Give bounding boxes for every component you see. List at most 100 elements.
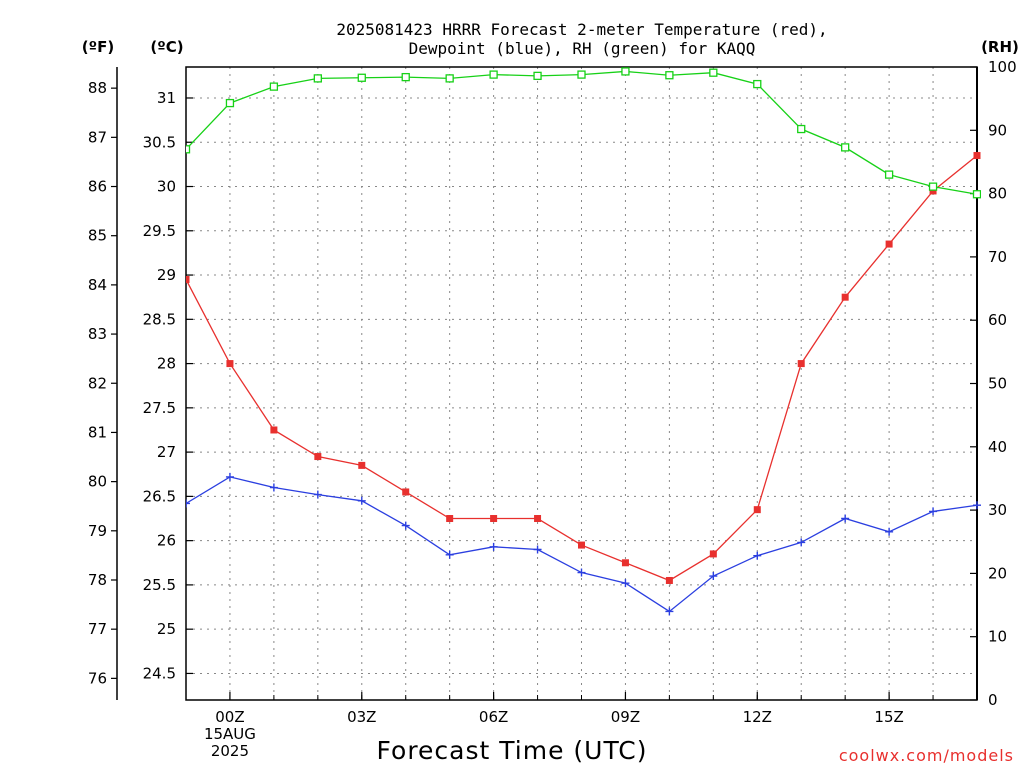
fahrenheit-tick-label: 84 <box>88 276 107 294</box>
dewpoint-point <box>225 472 234 481</box>
dewpoint-point <box>445 550 454 559</box>
celsius-tick-label: 26.5 <box>143 487 176 505</box>
fahrenheit-tick-label: 76 <box>88 669 107 687</box>
x-tick-label: 2025 <box>211 742 249 760</box>
dewpoint-point <box>533 545 542 554</box>
celsius-tick-label: 27 <box>157 443 176 461</box>
rh-point <box>665 71 674 80</box>
fahrenheit-tick-label: 83 <box>88 325 107 343</box>
rh-tick-label: 60 <box>988 311 1007 329</box>
rh-point <box>269 82 279 91</box>
temperature-point <box>885 240 893 248</box>
dewpoint-point <box>841 514 850 523</box>
temperature-point <box>446 515 454 523</box>
temperature-point <box>753 506 761 514</box>
dewpoint-point <box>577 568 586 577</box>
celsius-tick-label: 24.5 <box>143 664 176 682</box>
temperature-point <box>402 488 410 496</box>
dewpoint-point <box>709 572 718 581</box>
rh-tick-label: 80 <box>988 185 1007 203</box>
fahrenheit-unit-label: (ºF) <box>82 38 114 56</box>
dewpoint-point <box>269 483 278 492</box>
x-tick-label: 06Z <box>479 708 508 726</box>
rh-point <box>186 145 191 154</box>
rh-point <box>313 74 322 83</box>
celsius-tick-label: 29.5 <box>143 222 176 240</box>
x-axis-label: Forecast Time (UTC) <box>377 736 648 765</box>
fahrenheit-tick-label: 80 <box>88 473 107 491</box>
dewpoint-point <box>313 490 322 499</box>
rh-point <box>841 143 850 152</box>
celsius-tick-label: 31 <box>157 89 176 107</box>
temperature-point <box>226 360 234 368</box>
dewpoint-point <box>401 521 410 530</box>
rh-point <box>928 182 938 191</box>
rh-tick-label: 70 <box>988 248 1007 266</box>
dewpoint-point <box>489 542 498 551</box>
dewpoint-point <box>797 538 806 547</box>
temperature-point <box>973 152 981 160</box>
fahrenheit-tick-label: 88 <box>88 79 107 97</box>
celsius-tick-label: 28.5 <box>143 310 176 328</box>
rh-point <box>884 170 894 179</box>
rh-point <box>972 190 981 199</box>
axes: 24.5 25 25.5 26 26.5 27 27.5 28 28.5 29 29.5 30 30.5… <box>88 58 1017 709</box>
dewpoint-point <box>973 501 981 510</box>
grid-lines <box>185 67 978 700</box>
credit-text: coolwx.com/models <box>839 746 1014 765</box>
rh-point <box>621 67 630 76</box>
temperature-point <box>578 541 585 549</box>
temperature-point <box>621 559 629 567</box>
fahrenheit-tick-label: 78 <box>88 571 107 589</box>
fahrenheit-tick-label: 87 <box>88 128 107 146</box>
rh-point <box>225 98 235 108</box>
fahrenheit-tick-label: 79 <box>88 522 107 540</box>
rh-tick-label: 20 <box>988 564 1007 582</box>
celsius-tick-label: 25 <box>157 620 176 638</box>
rh-tick-label: 100 <box>988 58 1017 76</box>
fahrenheit-tick-label: 77 <box>88 620 107 638</box>
dewpoint-point <box>665 607 674 616</box>
rh-tick-label: 90 <box>988 121 1007 139</box>
chart-title-line1: 2025081423 HRRR Forecast 2-meter Tempera… <box>336 20 827 39</box>
series-rh <box>186 67 981 199</box>
celsius-tick-label: 25.5 <box>143 576 176 594</box>
fahrenheit-tick-label: 82 <box>88 374 107 392</box>
dewpoint-point <box>753 551 762 560</box>
celsius-tick-label: 28 <box>157 355 176 373</box>
dewpoint-point <box>357 496 366 505</box>
rh-tick-label: 50 <box>988 375 1007 393</box>
dewpoint-point <box>929 507 938 516</box>
x-tick-label: 00Z <box>215 708 244 726</box>
celsius-unit-label: (ºC) <box>150 38 183 56</box>
fahrenheit-tick-label: 81 <box>88 423 107 441</box>
x-tick-label: 03Z <box>347 708 376 726</box>
temperature-point <box>709 550 717 558</box>
rh-point <box>533 71 542 81</box>
celsius-tick-label: 26 <box>157 532 176 550</box>
temperature-point <box>797 360 805 368</box>
rh-point <box>401 72 410 82</box>
rh-tick-label: 40 <box>988 438 1007 456</box>
rh-unit-label: (RH) <box>981 38 1019 56</box>
temperature-point <box>534 515 542 523</box>
dewpoint-point <box>621 579 630 588</box>
rh-tick-label: 0 <box>988 691 998 709</box>
temperature-point <box>665 576 673 584</box>
rh-point <box>709 68 718 77</box>
fahrenheit-tick-label: 86 <box>88 178 107 196</box>
chart-title-line2: Dewpoint (blue), RH (green) for KAQQ <box>409 39 756 58</box>
dewpoint-point <box>885 527 894 536</box>
temperature-point <box>186 275 190 283</box>
x-tick-label: 12Z <box>743 708 772 726</box>
data-series <box>186 67 981 616</box>
rh-point <box>797 124 806 134</box>
series-temperature <box>186 152 981 584</box>
celsius-tick-label: 29 <box>157 266 176 284</box>
rh-point <box>357 73 366 82</box>
celsius-tick-label: 30 <box>157 178 176 196</box>
fahrenheit-tick-label: 85 <box>88 227 107 245</box>
rh-tick-label: 30 <box>988 501 1007 519</box>
rh-tick-label: 10 <box>988 628 1007 646</box>
